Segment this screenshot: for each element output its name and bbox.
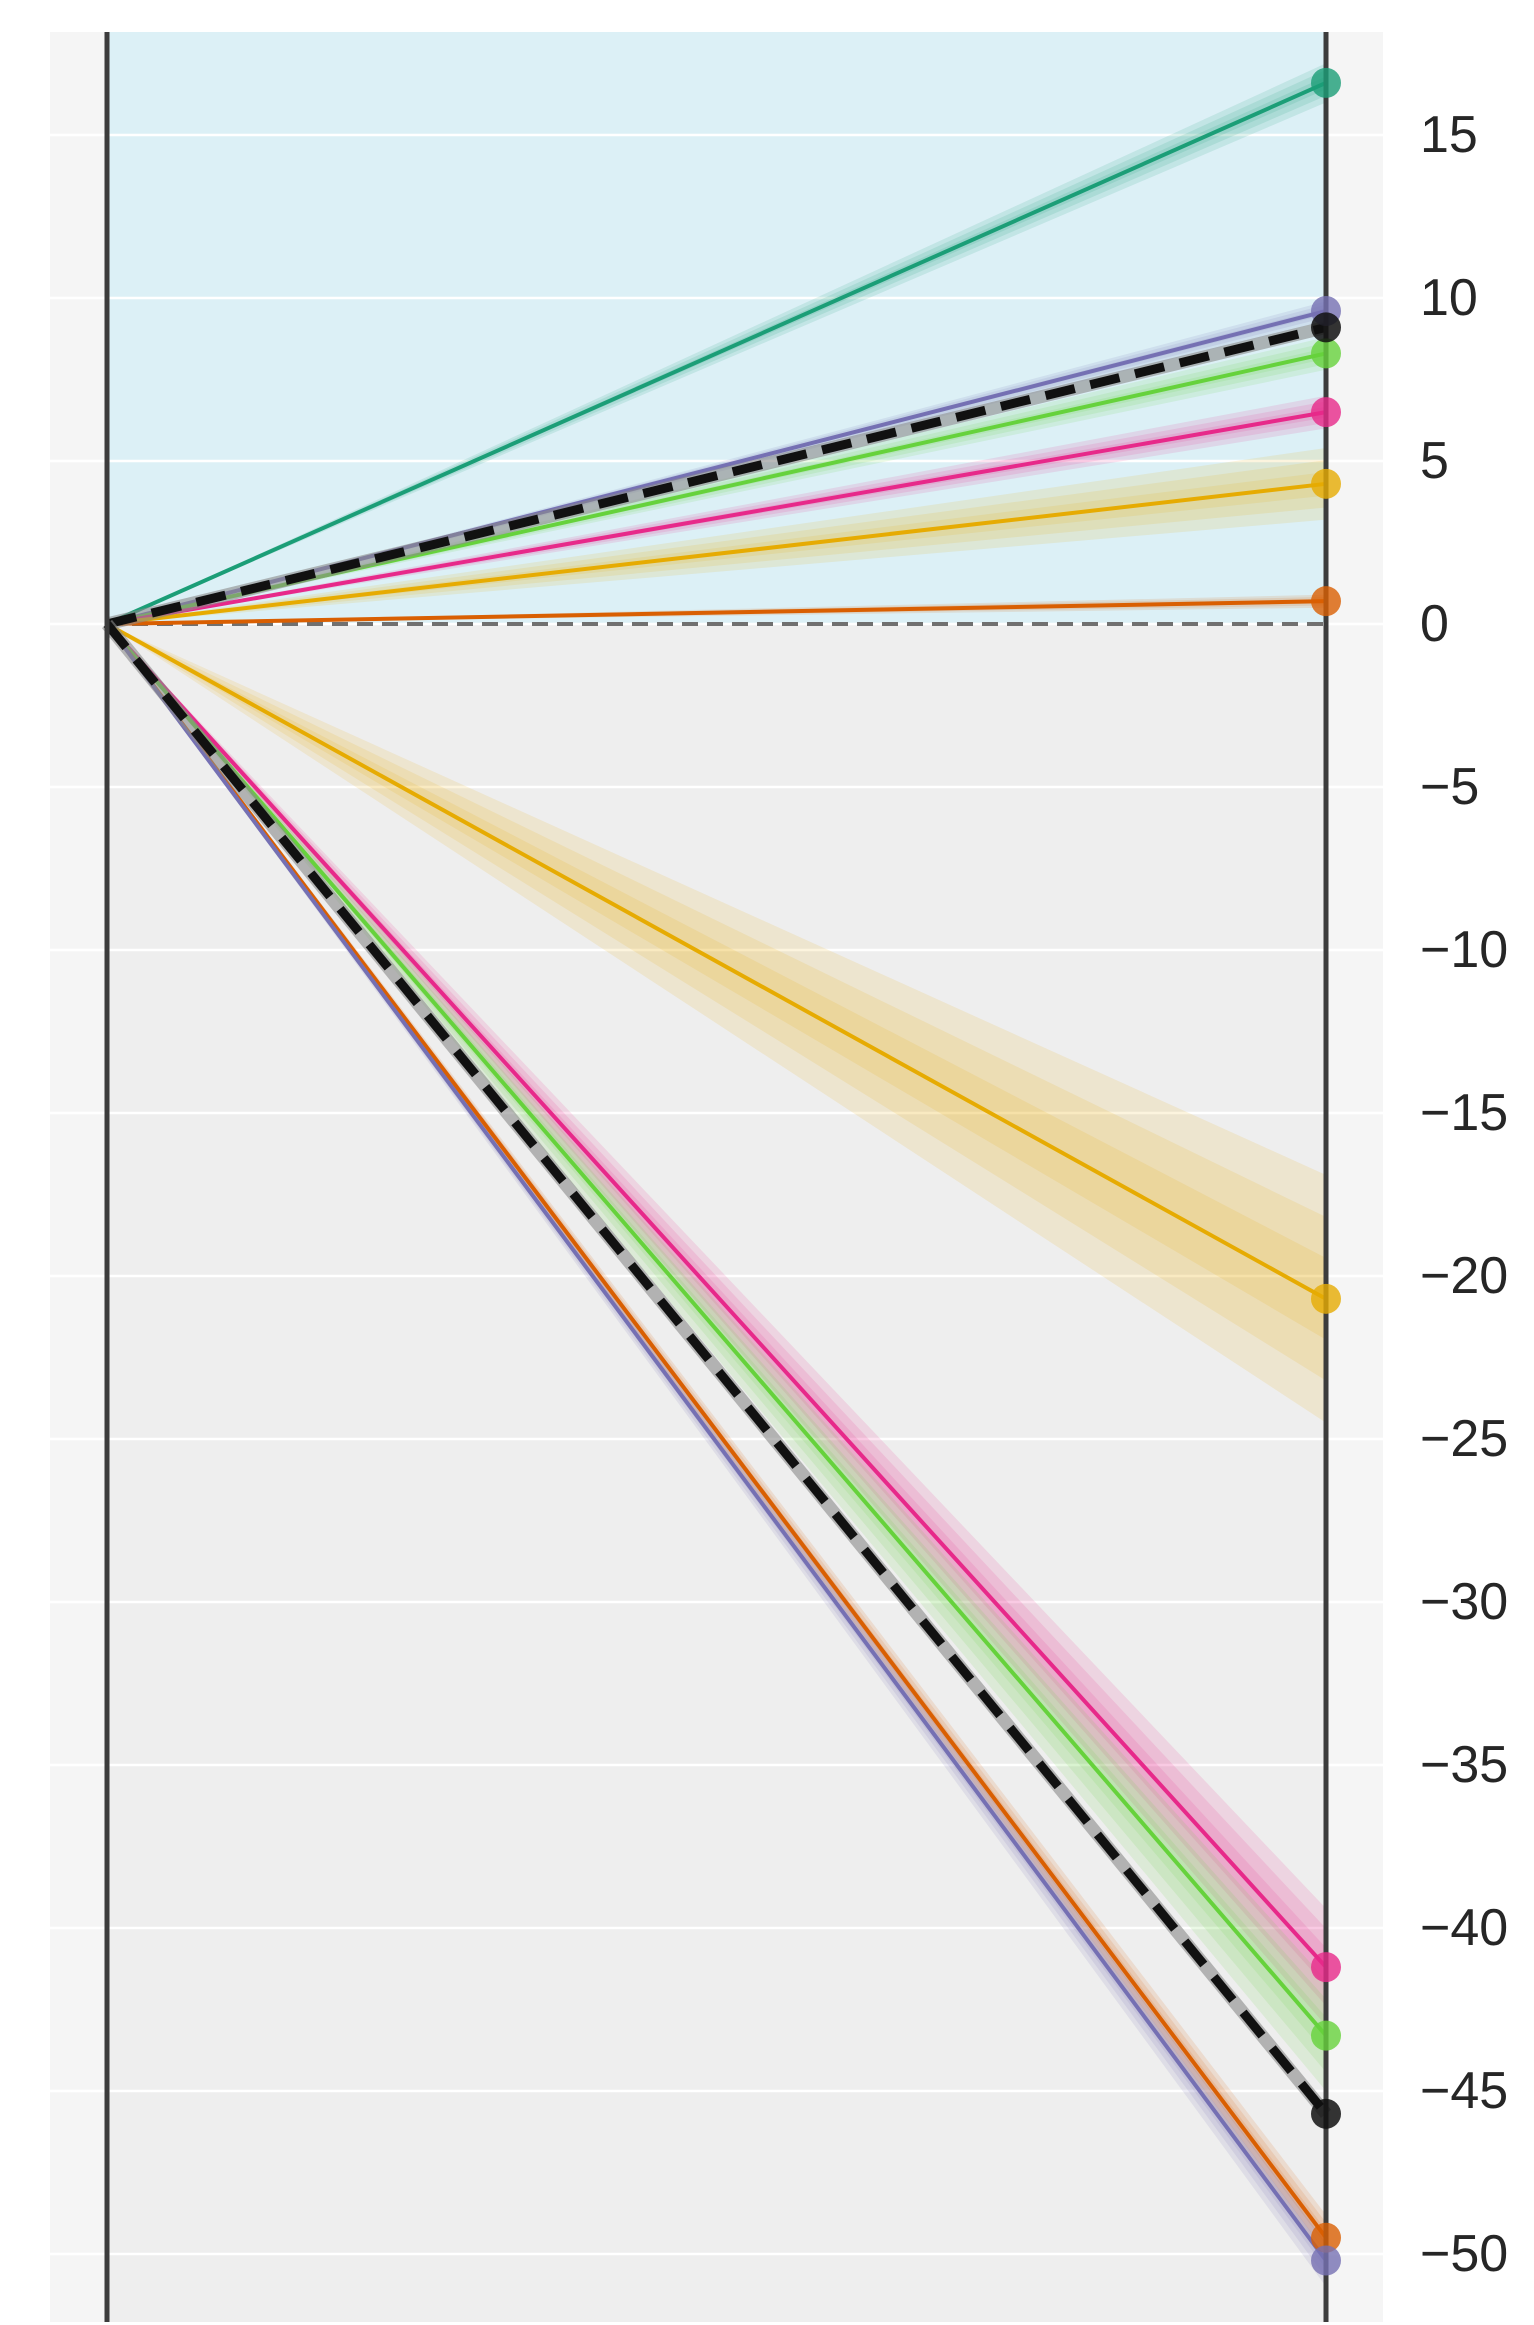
band-lower-1-2 bbox=[107, 624, 1326, 1987]
y-tick-label: −35 bbox=[1420, 1736, 1508, 1794]
end-marker-upper-0 bbox=[1311, 67, 1341, 98]
band-lower-4-1 bbox=[107, 624, 1326, 2278]
y-tick-label: −50 bbox=[1420, 2225, 1508, 2283]
band-upper-5-1 bbox=[107, 596, 1326, 624]
end-marker-lower-4 bbox=[1311, 2245, 1341, 2276]
negative-region bbox=[107, 624, 1326, 2322]
band-lower-2-2 bbox=[107, 624, 1326, 2054]
band-lower-1-1 bbox=[107, 624, 1326, 2006]
y-tick-label: −40 bbox=[1420, 1899, 1508, 1957]
band-upper-3-2 bbox=[107, 406, 1326, 624]
end-marker-lower-0 bbox=[1311, 1283, 1341, 1314]
y-tick-label: 15 bbox=[1420, 106, 1478, 164]
series-lines bbox=[101, 81, 1332, 2262]
y-tick-label: −15 bbox=[1420, 1084, 1508, 1142]
band-upper-3-1 bbox=[107, 401, 1326, 624]
series-line-lower-0 bbox=[106, 622, 1327, 1301]
series-line-lower-2 bbox=[105, 622, 1328, 2037]
band-lower-0-0 bbox=[107, 624, 1326, 1423]
y-tick-label: −5 bbox=[1420, 758, 1479, 816]
band-upper-4-1 bbox=[107, 460, 1326, 624]
end-marker-lower-1 bbox=[1311, 1952, 1341, 1983]
y-tick-label: −25 bbox=[1420, 1410, 1508, 1468]
end-marker-lower-2 bbox=[1311, 2020, 1341, 2051]
end-marker-upper-3 bbox=[1311, 397, 1341, 428]
band-lower-0-2 bbox=[107, 624, 1326, 1340]
y-tick-label: 5 bbox=[1420, 432, 1449, 490]
mean-line-upper bbox=[105, 322, 1328, 629]
y-tick-label: 0 bbox=[1420, 595, 1449, 653]
y-tick-label: −45 bbox=[1420, 2062, 1508, 2120]
positive-region bbox=[107, 32, 1326, 624]
end-marker-lower-3 bbox=[1311, 2222, 1341, 2253]
band-upper-0-1 bbox=[107, 69, 1326, 624]
series-line-upper-4 bbox=[106, 481, 1327, 626]
band-upper-5-0 bbox=[107, 594, 1326, 624]
band-lower-2-1 bbox=[107, 624, 1326, 2073]
series-line-upper-0 bbox=[106, 81, 1327, 626]
gridlines bbox=[50, 133, 1383, 2256]
series-line-upper-3 bbox=[106, 410, 1327, 626]
y-tick-label: −10 bbox=[1420, 921, 1508, 979]
band-upper-4-0 bbox=[107, 447, 1326, 624]
series-line-lower-4 bbox=[105, 622, 1328, 2262]
y-tick-label: 10 bbox=[1420, 269, 1478, 327]
y-tick-labels: 15 10 5 0 −5 −10 −15 −20 −25 −30 −35 −40 −45 −50 bbox=[1420, 106, 1508, 2283]
mean-end-marker-upper bbox=[1311, 312, 1341, 343]
y-tick-label: −30 bbox=[1420, 1573, 1508, 1631]
series-line-lower-3 bbox=[105, 622, 1328, 2239]
series-line-upper-5 bbox=[106, 599, 1327, 626]
end-marker-upper-2 bbox=[1311, 338, 1341, 369]
end-marker-upper-4 bbox=[1311, 468, 1341, 499]
series-line-lower-1 bbox=[105, 622, 1328, 1969]
end-marker-upper-5 bbox=[1311, 586, 1341, 617]
mean-halo-lower bbox=[101, 619, 1332, 2118]
series-end-markers bbox=[1311, 67, 1341, 2276]
y-tick-label: −20 bbox=[1420, 1247, 1508, 1305]
band-upper-3-0 bbox=[107, 395, 1326, 624]
mean-end-marker-lower bbox=[1311, 2098, 1341, 2129]
band-lower-4-0 bbox=[107, 624, 1326, 2287]
band-lower-0-1 bbox=[107, 624, 1326, 1381]
band-upper-4-2 bbox=[107, 471, 1326, 624]
